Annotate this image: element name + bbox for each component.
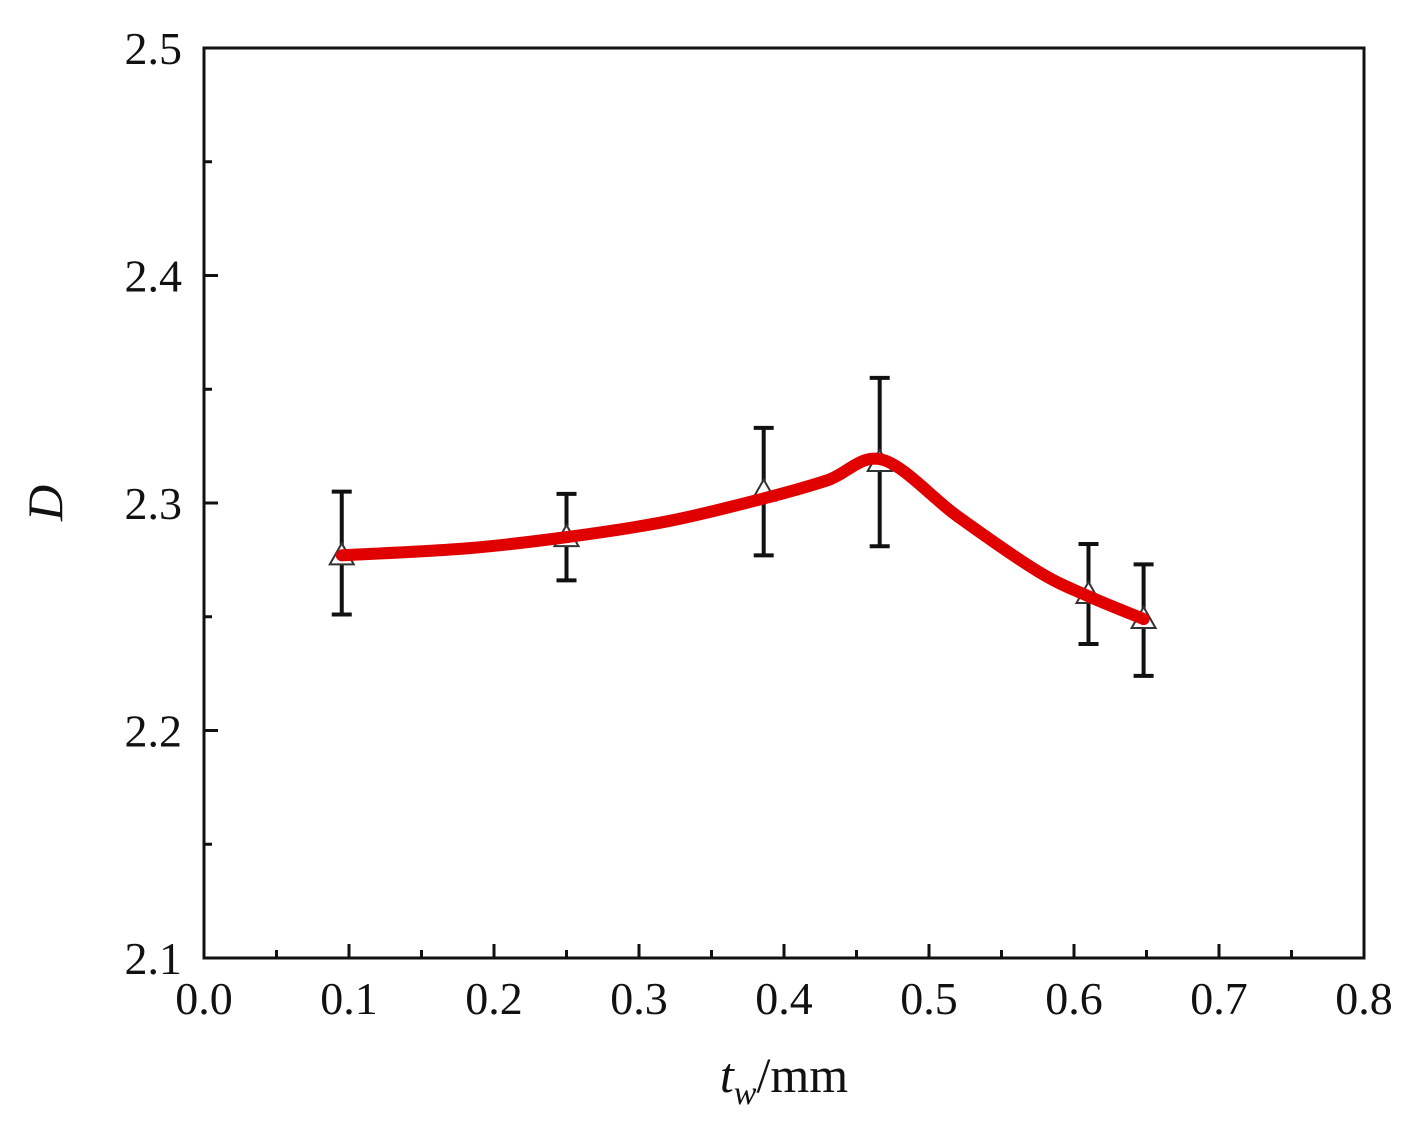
y-tick-label: 2.4 [125, 251, 183, 302]
x-axis-title-variable: t [720, 1047, 735, 1103]
x-tick-label: 0.2 [465, 973, 523, 1024]
x-tick-label: 0.8 [1335, 973, 1393, 1024]
x-tick-label: 0.5 [900, 973, 958, 1024]
x-axis-title-subscript: w [734, 1075, 757, 1112]
x-tick-label: 0.6 [1045, 973, 1103, 1024]
y-tick-label: 2.1 [125, 933, 183, 984]
x-axis-title-unit: /mm [756, 1047, 848, 1103]
x-tick-label: 0.1 [320, 973, 378, 1024]
x-tick-label: 0.7 [1190, 973, 1248, 1024]
x-tick-label: 0.4 [755, 973, 813, 1024]
x-tick-label: 0.0 [175, 973, 233, 1024]
fit-curve [335, 452, 1150, 626]
plot-area [202, 46, 1366, 960]
x-axis-ticks: 0.0 0.1 0.2 0.3 0.4 0.5 0.6 0.7 0.8 [175, 944, 1393, 1024]
x-axis-title: tw/mm [720, 1047, 848, 1112]
y-tick-label: 2.3 [125, 478, 183, 529]
y-axis-ticks: 2.1 2.2 2.3 2.4 2.5 [125, 23, 218, 984]
y-tick-label: 2.2 [125, 706, 183, 757]
y-axis-title: D [17, 485, 73, 522]
y-tick-label: 2.5 [125, 23, 183, 74]
x-tick-label: 0.3 [610, 973, 668, 1024]
